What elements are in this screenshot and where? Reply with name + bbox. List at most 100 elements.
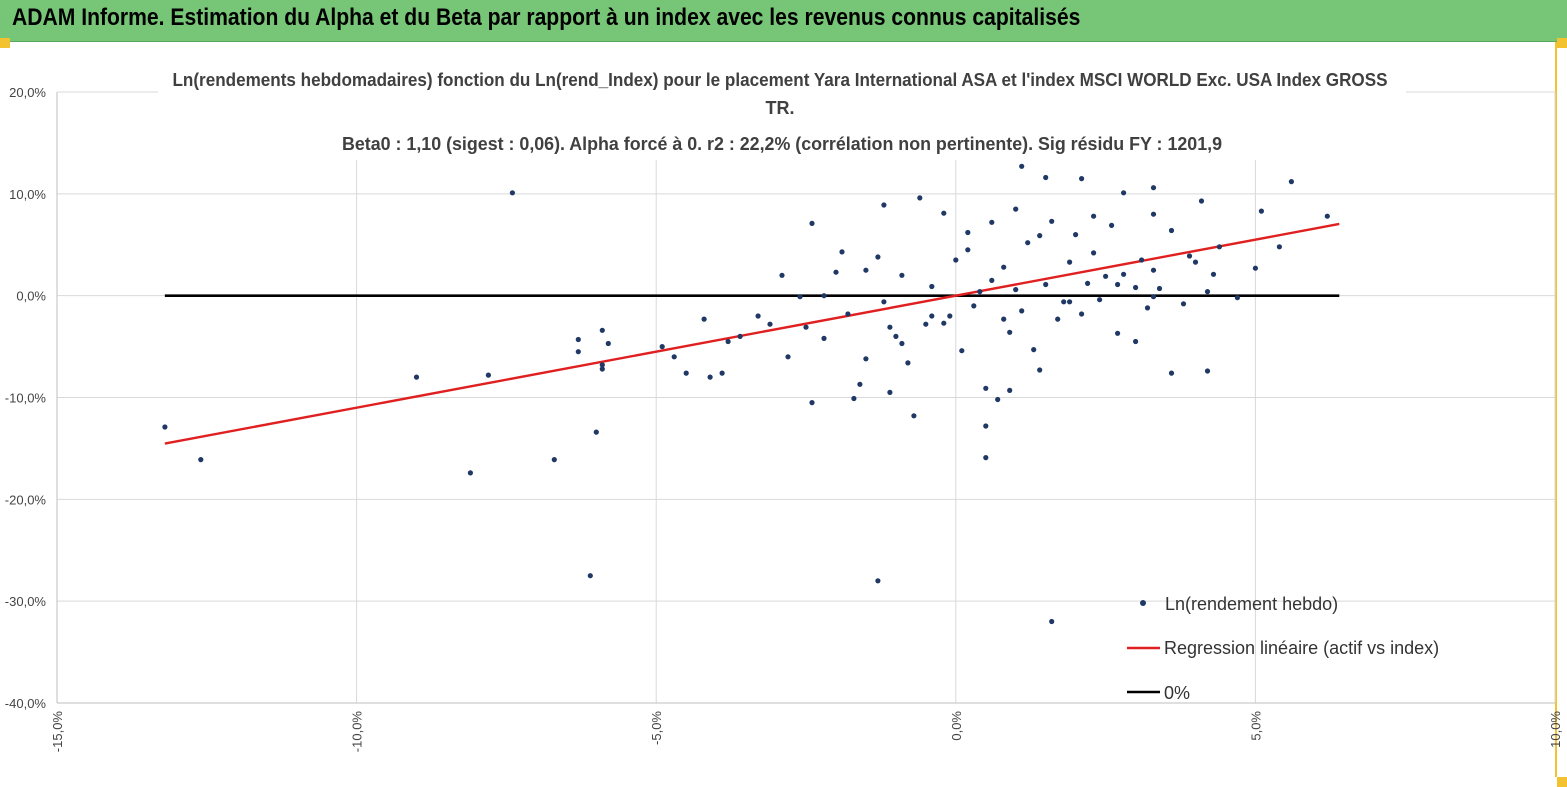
scatter-point — [821, 335, 827, 341]
legend-label-scatter: Ln(rendement hebdo) — [1165, 594, 1338, 614]
scatter-point — [1139, 257, 1145, 263]
scatter-point — [881, 299, 887, 305]
scatter-point — [1049, 618, 1055, 625]
regression-line — [164, 222, 1340, 445]
scatter-point — [1324, 213, 1330, 219]
chart-title-background — [158, 70, 1406, 160]
scatter-point — [1079, 176, 1085, 182]
scatter-point — [719, 370, 725, 376]
scatter-point — [1103, 273, 1109, 279]
chart-lines — [164, 222, 1340, 445]
scatter-point — [755, 313, 761, 319]
selection-handle-top-right[interactable] — [1557, 38, 1567, 48]
scatter-point — [1013, 287, 1019, 293]
scatter-point — [1067, 259, 1073, 265]
scatter-point — [899, 272, 905, 278]
scatter-point — [725, 338, 731, 345]
scatter-point — [198, 457, 204, 463]
x-tick-label: -5,0% — [649, 711, 664, 745]
scatter-point — [947, 313, 953, 319]
scatter-point — [863, 356, 869, 362]
scatter-point — [1115, 330, 1121, 336]
scatter-point — [1216, 244, 1222, 250]
scatter-point — [1133, 338, 1139, 345]
scatter-point — [683, 370, 689, 376]
scatter-point — [599, 362, 605, 368]
scatter-point — [1091, 250, 1097, 256]
scatter-point — [989, 277, 995, 283]
scatter-point — [833, 269, 839, 275]
scatter-point — [737, 333, 743, 339]
scatter-point — [1204, 368, 1211, 374]
scatter-point — [959, 348, 965, 354]
selection-handle-top-left[interactable] — [0, 38, 10, 48]
scatter-point — [1025, 240, 1031, 246]
scatter-point — [1049, 218, 1055, 224]
scatter-point — [1150, 211, 1157, 217]
scatter-point — [1055, 316, 1061, 322]
scatter-point — [1037, 233, 1043, 239]
scatter-point — [905, 360, 911, 366]
scatter-point — [162, 424, 168, 430]
scatter-point — [965, 229, 971, 236]
scatter-point — [1168, 370, 1175, 376]
scatter-point — [1037, 367, 1043, 373]
scatter-point — [1204, 289, 1211, 295]
scatter-point — [1001, 264, 1007, 270]
scatter-point — [413, 374, 420, 380]
scatter-point — [971, 303, 977, 309]
scatter-point — [1150, 294, 1157, 300]
scatter-point — [1061, 299, 1067, 305]
y-tick-label: 0,0% — [16, 289, 46, 304]
scatter-point — [977, 289, 983, 295]
chart-title-line-2: TR. — [766, 98, 795, 118]
scatter-point — [671, 354, 677, 360]
scatter-point — [1007, 329, 1013, 335]
scatter-point — [1043, 281, 1049, 288]
scatter-point — [1133, 284, 1139, 291]
scatter-point — [941, 320, 947, 326]
x-tick-label: -15,0% — [50, 711, 65, 753]
scatter-point — [1109, 222, 1115, 228]
y-tick-label: -30,0% — [5, 594, 47, 609]
scatter-point — [1150, 185, 1157, 191]
x-tick-label: -10,0% — [350, 711, 365, 753]
legend-label-regression: Regression linéaire (actif vs index) — [1164, 638, 1439, 658]
y-tick-label: 20,0% — [9, 85, 46, 100]
x-tick-label: 10,0% — [1548, 711, 1563, 748]
x-tick-label: 0,0% — [949, 711, 964, 741]
scatter-point — [881, 202, 887, 208]
chart-title-line-3: Beta0 : 1,10 (sigest : 0,06). Alpha forc… — [342, 134, 1222, 154]
scatter-point — [1168, 227, 1175, 234]
scatter-point — [575, 336, 581, 343]
y-tick-label: -20,0% — [5, 492, 47, 507]
scatter-points — [162, 152, 1348, 625]
scatter-point — [707, 374, 713, 380]
scatter-point — [767, 321, 773, 327]
x-tick-labels: -15,0% -10,0% -5,0% 0,0% 5,0% 10,0% — [50, 711, 1563, 753]
y-tick-labels: 20,0% 10,0% 0,0% -10,0% -20,0% -30,0% -40,0% — [5, 85, 47, 711]
scatter-point — [1258, 208, 1264, 214]
scatter-point — [809, 220, 815, 226]
scatter-point — [1210, 271, 1217, 277]
scatter-point — [899, 340, 905, 347]
scatter-point — [599, 327, 605, 333]
scatter-point — [659, 344, 665, 350]
scatter-point — [863, 267, 869, 273]
scatter-point — [1115, 281, 1121, 288]
legend-label-zero: 0% — [1164, 683, 1190, 703]
scatter-point — [1013, 206, 1019, 212]
scatter-point — [953, 257, 959, 263]
scatter-point — [1043, 174, 1049, 181]
selection-edge-right — [1555, 42, 1557, 777]
scatter-point — [851, 395, 857, 402]
scatter-point — [1007, 387, 1013, 393]
selection-handle-bottom-right[interactable] — [1557, 777, 1567, 787]
scatter-point — [923, 321, 929, 327]
scatter-point — [821, 293, 827, 299]
scatter-point — [575, 349, 581, 355]
scatter-point — [1091, 213, 1097, 219]
scatter-point — [593, 429, 599, 435]
scatter-point — [1121, 190, 1127, 196]
scatter-point — [917, 195, 923, 201]
